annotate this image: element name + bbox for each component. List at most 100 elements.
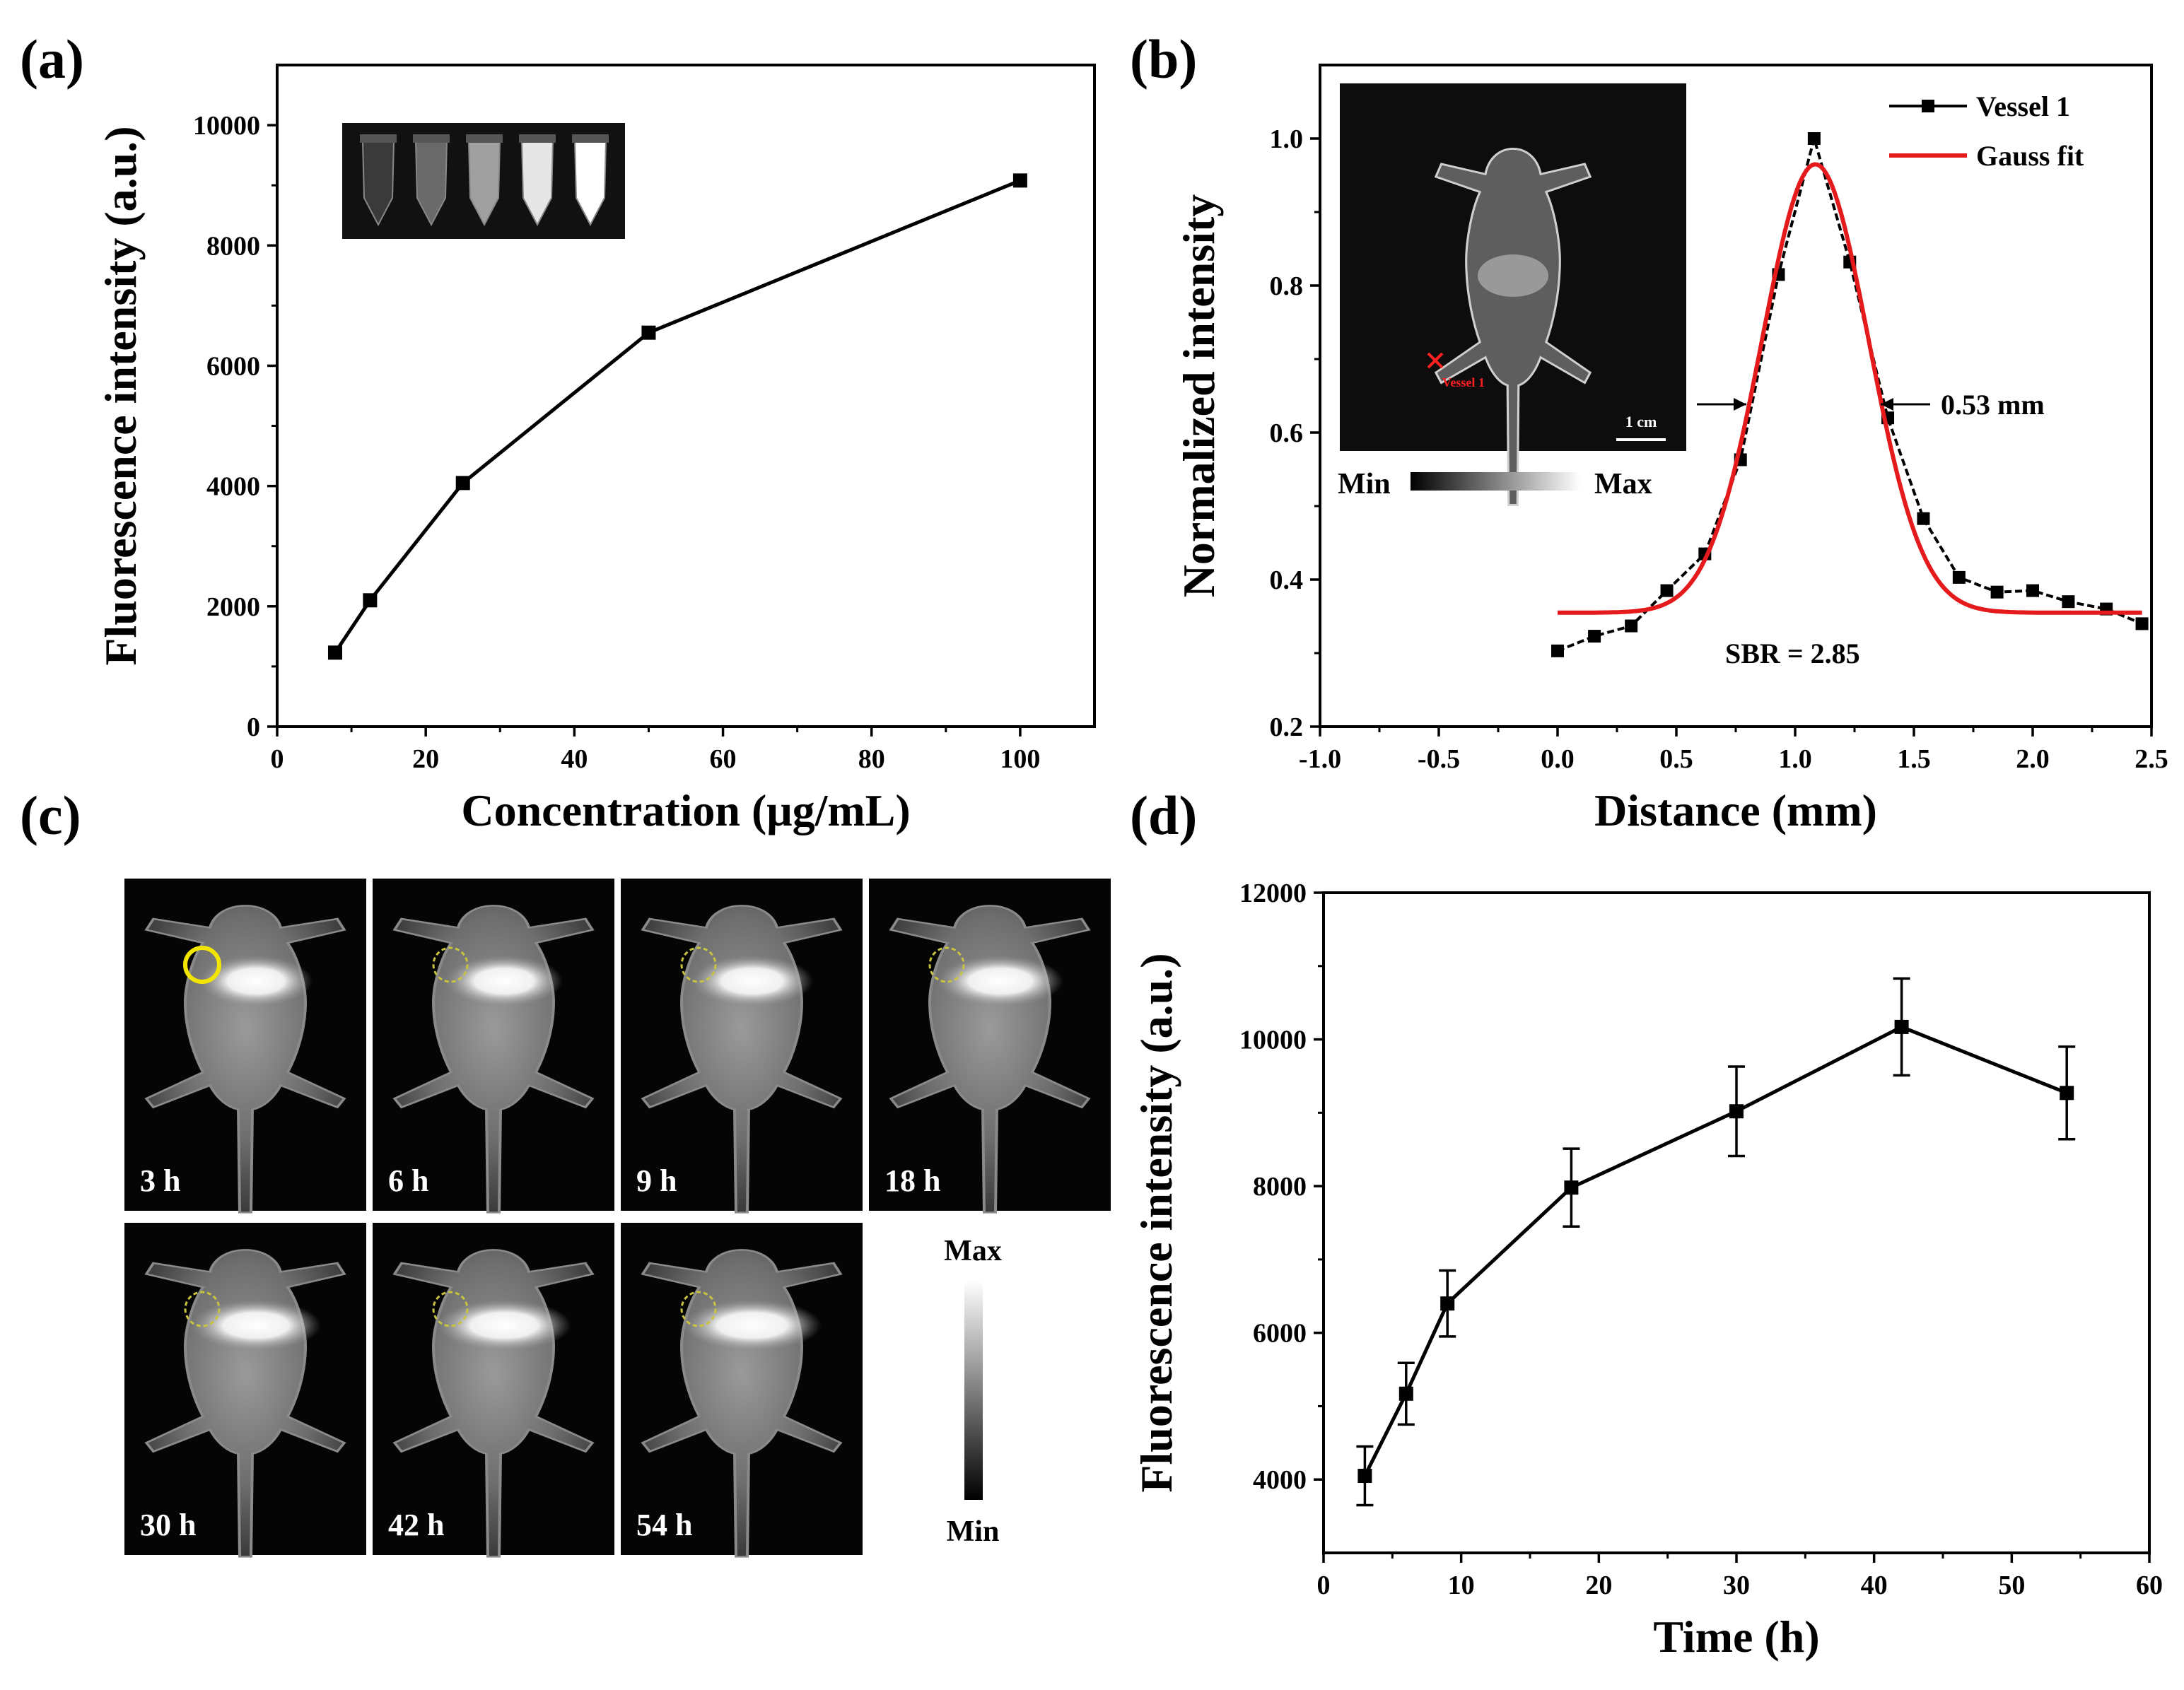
time-label: 9 h — [636, 1163, 677, 1198]
organ-highlight — [437, 1300, 571, 1351]
y-tick-label: 1.0 — [1270, 124, 1304, 154]
x-tick-label: 100 — [1000, 744, 1040, 774]
roi-circle — [432, 1291, 469, 1327]
data-point — [1729, 1104, 1744, 1119]
legend-label-vessel1: Vessel 1 — [1976, 90, 2070, 122]
vial-cap — [466, 134, 503, 143]
mouse-image-tile: 18 h — [869, 879, 1111, 1214]
y-tick-label: 10000 — [1239, 1026, 1307, 1055]
panel-c: (c) 3 h 6 h 9 h 18 h 30 h 42 h 54 h Max Min — [20, 785, 1111, 1559]
y-tick-label: 4000 — [1253, 1465, 1307, 1495]
y-tick-label: 0.6 — [1270, 418, 1304, 448]
data-point-vessel1 — [2026, 584, 2039, 597]
x-tick-label: 30 — [1723, 1571, 1750, 1600]
colorbar-max-label: Max — [1594, 468, 1652, 500]
x-axis-label: Distance (mm) — [1594, 785, 1877, 835]
panel-label-d: (d) — [1130, 785, 1197, 846]
data-point — [1440, 1296, 1455, 1311]
organ-highlight — [445, 956, 563, 1007]
roi-circle — [680, 946, 717, 983]
data-point-vessel1 — [1990, 585, 2004, 599]
y-tick-label: 0.8 — [1270, 271, 1304, 301]
data-point — [1564, 1180, 1579, 1195]
mouse-image-tile: 9 h — [621, 879, 863, 1214]
x-axis-label: Concentration (μg/mL) — [461, 785, 910, 835]
vial-cap — [572, 134, 609, 143]
x-tick-label: 0.5 — [1659, 744, 1693, 774]
inset-mouse-image: Vessel 1 1 cm — [1340, 83, 1686, 506]
organ-highlight — [938, 956, 1063, 1007]
data-point — [641, 325, 656, 340]
panel-d: 0 10 20 30 40 50 60 4000 6000 8000 10000 12000 Time … — [1130, 785, 2163, 1662]
series-line-gauss-fit — [1558, 162, 2142, 615]
panel-b: -1.0 -0.5 0.0 0.5 1.0 1.5 2.0 2.5 0.2 0.4 0.6 0.8 1.… — [1130, 28, 2168, 835]
panel-a: 0 20 40 60 80 100 0 2000 4000 6000 8000 10000 Concen… — [20, 28, 1096, 835]
series-line-vessel1 — [1557, 133, 2143, 652]
vessel-tag: Vessel 1 — [1442, 375, 1485, 389]
x-tick-label: 1.0 — [1778, 744, 1812, 774]
vessel-marker — [1427, 352, 1444, 369]
data-point — [1894, 1019, 1909, 1034]
data-point — [1398, 1386, 1413, 1401]
data-point-vessel1 — [2135, 617, 2149, 630]
colorbar — [964, 1281, 983, 1500]
panel-label-a: (a) — [20, 28, 84, 90]
colorbar-min-label: Min — [947, 1515, 1000, 1548]
y-tick-label: 6000 — [206, 351, 260, 381]
mouse-image-tile: 3 h — [124, 879, 366, 1214]
time-label: 30 h — [140, 1508, 196, 1542]
colorbar-min-label: Min — [1338, 468, 1391, 500]
organ-highlight — [191, 1300, 321, 1351]
mouse-image-tile: 6 h — [373, 879, 614, 1214]
x-tick-label: -0.5 — [1418, 744, 1460, 774]
x-tick-label: 20 — [412, 744, 439, 774]
plot-frame — [1322, 891, 2151, 1554]
series-line — [333, 179, 1021, 654]
organ-highlight — [199, 956, 313, 1007]
fwhm-arrowhead-left — [1734, 398, 1746, 411]
data-point — [1357, 1469, 1372, 1484]
data-point — [1012, 173, 1027, 188]
legend-marker-vessel1 — [1922, 100, 1934, 112]
time-label: 54 h — [636, 1508, 692, 1542]
x-tick-label: 2.0 — [2016, 744, 2050, 774]
x-tick-label: -1.0 — [1299, 744, 1341, 774]
x-tick-label: 0.0 — [1541, 744, 1575, 774]
x-tick-label: 60 — [710, 744, 737, 774]
mouse-image-tile: 30 h — [124, 1223, 366, 1559]
time-label: 18 h — [884, 1163, 940, 1198]
y-axis-label: Normalized intensity — [1174, 194, 1224, 598]
mouse-image-tile: 42 h — [373, 1223, 614, 1559]
x-axis-label: Time (h) — [1653, 1612, 1819, 1662]
roi-circle — [432, 946, 469, 983]
y-axis-label: Fluorescence intensity (a.u.) — [1131, 953, 1181, 1492]
panel-label-c: (c) — [20, 785, 81, 846]
sbr-label: SBR = 2.85 — [1725, 638, 1860, 669]
data-point-vessel1 — [1917, 512, 1930, 525]
x-tick-label: 2.5 — [2135, 744, 2168, 774]
vial-cap — [360, 134, 397, 143]
x-tick-label: 60 — [2136, 1571, 2163, 1600]
vial-cap — [413, 134, 450, 143]
fwhm-label: 0.53 mm — [1941, 389, 2045, 421]
data-point-vessel1 — [2062, 595, 2075, 609]
series-line — [1363, 1025, 2068, 1477]
x-tick-label: 0 — [271, 744, 284, 774]
time-label: 3 h — [140, 1163, 180, 1198]
x-tick-label: 40 — [1861, 1571, 1888, 1600]
time-label: 42 h — [388, 1508, 444, 1542]
roi-circle — [928, 946, 965, 983]
y-tick-label: 8000 — [206, 231, 260, 261]
y-tick-label: 0.2 — [1270, 712, 1304, 742]
roi-circle — [184, 1291, 221, 1327]
y-tick-label: 6000 — [1253, 1319, 1307, 1349]
data-point-vessel1 — [1807, 132, 1821, 145]
x-tick-label: 20 — [1585, 1571, 1612, 1600]
y-tick-label: 12000 — [1239, 879, 1307, 908]
roi-circle — [680, 1291, 717, 1327]
x-tick-label: 80 — [858, 744, 885, 774]
panel-label-b: (b) — [1130, 28, 1197, 90]
data-point — [2060, 1086, 2074, 1101]
legend-label-gauss: Gauss fit — [1976, 140, 2084, 172]
